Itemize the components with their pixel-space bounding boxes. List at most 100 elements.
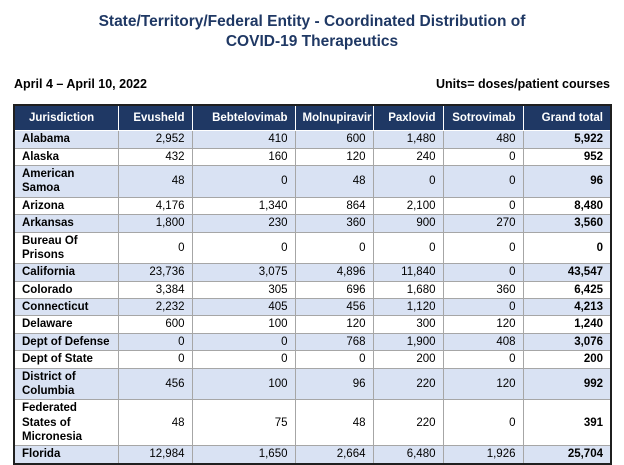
document-page: State/Territory/Federal Entity - Coordin… [0, 12, 624, 465]
value-cell: 0 [117, 332, 193, 352]
grand-total-cell: 8,480 [522, 196, 612, 216]
value-cell: 4,896 [294, 263, 374, 282]
value-cell: 48 [117, 165, 193, 198]
value-cell: 220 [372, 367, 444, 401]
value-cell: 160 [191, 147, 296, 167]
column-header-sotrovimab: Sotrovimab [442, 104, 524, 132]
value-cell: 0 [191, 165, 296, 198]
value-cell: 1,926 [442, 445, 524, 465]
therapeutics-distribution-table: Jurisdiction Evusheld Bebtelovimab Molnupir… [13, 104, 612, 465]
value-cell: 360 [442, 280, 524, 300]
column-header-molnupiravir: Molnupiravir [294, 104, 374, 132]
value-cell: 456 [294, 298, 374, 317]
value-cell: 11,840 [372, 263, 444, 282]
column-header-grand-total: Grand total [522, 104, 612, 132]
value-cell: 0 [372, 165, 444, 198]
value-cell: 408 [442, 332, 524, 352]
value-cell: 0 [442, 165, 524, 198]
jurisdiction-cell: Arizona [13, 196, 119, 216]
value-cell: 696 [294, 280, 374, 300]
table-row: Dept of State 0 0 0 200 0 200 [13, 350, 612, 369]
table-row: Dept of Defense 0 0 768 1,900 408 3,076 [13, 332, 612, 352]
jurisdiction-cell: Alabama [13, 130, 119, 149]
jurisdiction-cell: Federated States of Micronesia [13, 399, 119, 447]
value-cell: 600 [294, 130, 374, 149]
page-title: State/Territory/Federal Entity - Coordin… [0, 12, 624, 52]
value-cell: 600 [117, 315, 193, 334]
value-cell: 864 [294, 196, 374, 216]
value-cell: 48 [117, 399, 193, 447]
table-row: District of Columbia 456 100 96 220 120 992 [13, 367, 612, 401]
value-cell: 75 [191, 399, 296, 447]
value-cell: 6,480 [372, 445, 444, 465]
value-cell: 270 [442, 214, 524, 233]
value-cell: 1,340 [191, 196, 296, 216]
value-cell: 0 [442, 263, 524, 282]
grand-total-cell: 200 [522, 350, 612, 369]
units-label: Units= doses/patient courses [435, 77, 610, 92]
page-title-line-1: State/Territory/Federal Entity - Coordin… [98, 13, 526, 30]
column-header-evusheld: Evusheld [117, 104, 193, 132]
value-cell: 0 [442, 350, 524, 369]
value-cell: 48 [294, 399, 374, 447]
table-row: Florida 12,984 1,650 2,664 6,480 1,926 25,704 [13, 445, 612, 465]
grand-total-cell: 3,076 [522, 332, 612, 352]
value-cell: 1,900 [372, 332, 444, 352]
jurisdiction-cell: Dept of State [13, 350, 119, 369]
value-cell: 3,384 [117, 280, 193, 300]
jurisdiction-cell: Bureau Of Prisons [13, 231, 119, 265]
value-cell: 0 [442, 298, 524, 317]
table-row: Colorado 3,384 305 696 1,680 360 6,425 [13, 280, 612, 300]
table-header-row: Jurisdiction Evusheld Bebtelovimab Molnupir… [13, 104, 612, 132]
value-cell: 0 [372, 231, 444, 265]
value-cell: 200 [372, 350, 444, 369]
table-row: American Samoa 48 0 48 0 0 96 [13, 165, 612, 198]
value-cell: 240 [372, 147, 444, 167]
value-cell: 1,120 [372, 298, 444, 317]
value-cell: 2,232 [117, 298, 193, 317]
table-row: California 23,736 3,075 4,896 11,840 0 43,547 [13, 263, 612, 282]
value-cell: 0 [442, 196, 524, 216]
value-cell: 0 [117, 350, 193, 369]
value-cell: 2,664 [294, 445, 374, 465]
value-cell: 360 [294, 214, 374, 233]
grand-total-cell: 6,425 [522, 280, 612, 300]
value-cell: 3,075 [191, 263, 296, 282]
grand-total-cell: 992 [522, 367, 612, 401]
value-cell: 0 [191, 332, 296, 352]
value-cell: 230 [191, 214, 296, 233]
grand-total-cell: 96 [522, 165, 612, 198]
value-cell: 120 [294, 315, 374, 334]
value-cell: 4,176 [117, 196, 193, 216]
table-row: Alaska 432 160 120 240 0 952 [13, 147, 612, 167]
value-cell: 300 [372, 315, 444, 334]
value-cell: 405 [191, 298, 296, 317]
jurisdiction-cell: American Samoa [13, 165, 119, 198]
value-cell: 220 [372, 399, 444, 447]
jurisdiction-cell: Connecticut [13, 298, 119, 317]
value-cell: 1,650 [191, 445, 296, 465]
value-cell: 0 [294, 231, 374, 265]
value-cell: 480 [442, 130, 524, 149]
jurisdiction-cell: Delaware [13, 315, 119, 334]
jurisdiction-cell: Arkansas [13, 214, 119, 233]
jurisdiction-cell: Dept of Defense [13, 332, 119, 352]
date-range-label: April 4 – April 10, 2022 [14, 77, 147, 92]
value-cell: 100 [191, 315, 296, 334]
grand-total-cell: 3,560 [522, 214, 612, 233]
jurisdiction-cell: Alaska [13, 147, 119, 167]
table-row: Arizona 4,176 1,340 864 2,100 0 8,480 [13, 196, 612, 216]
value-cell: 0 [442, 399, 524, 447]
grand-total-cell: 25,704 [522, 445, 612, 465]
value-cell: 48 [294, 165, 374, 198]
grand-total-cell: 0 [522, 231, 612, 265]
value-cell: 1,480 [372, 130, 444, 149]
grand-total-cell: 4,213 [522, 298, 612, 317]
column-header-bebtelovimab: Bebtelovimab [191, 104, 296, 132]
value-cell: 2,952 [117, 130, 193, 149]
column-header-paxlovid: Paxlovid [372, 104, 444, 132]
table-row: Delaware 600 100 120 300 120 1,240 [13, 315, 612, 334]
value-cell: 120 [294, 147, 374, 167]
value-cell: 456 [117, 367, 193, 401]
grand-total-cell: 952 [522, 147, 612, 167]
